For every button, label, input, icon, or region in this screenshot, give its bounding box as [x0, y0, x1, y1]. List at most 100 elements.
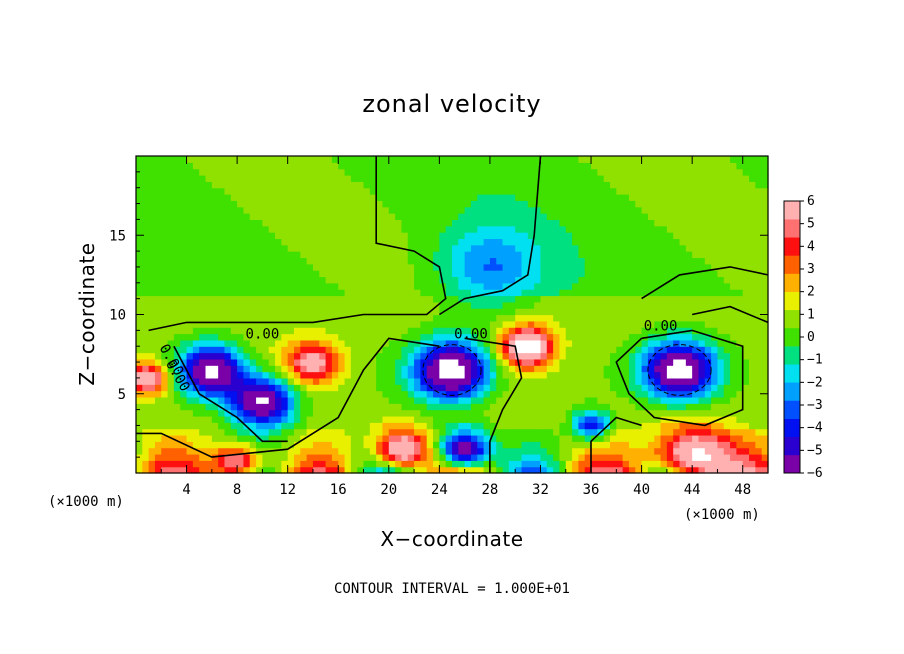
- heatmap-cell: [666, 346, 674, 354]
- heatmap-cell: [363, 238, 371, 246]
- heatmap-cell: [470, 453, 478, 461]
- heatmap-cell: [458, 403, 466, 411]
- heatmap-cell: [755, 358, 763, 366]
- heatmap-cell: [281, 320, 289, 328]
- heatmap-cell: [420, 415, 428, 423]
- heatmap-cell: [136, 365, 143, 373]
- heatmap-cell: [281, 232, 289, 240]
- heatmap-cell: [610, 162, 617, 170]
- heatmap-cell: [622, 206, 630, 214]
- heatmap-cell: [167, 308, 175, 316]
- heatmap-cell: [211, 403, 219, 411]
- heatmap-cell: [508, 175, 516, 182]
- heatmap-cell: [654, 282, 662, 290]
- heatmap-cell: [559, 441, 567, 449]
- heatmap-cell: [559, 327, 567, 335]
- heatmap-cell: [464, 289, 472, 297]
- heatmap-cell: [452, 181, 459, 189]
- heatmap-cell: [211, 200, 219, 208]
- heatmap-cell: [559, 409, 567, 417]
- heatmap-cell: [578, 225, 586, 233]
- heatmap-cell: [369, 225, 377, 233]
- heatmap-cell: [331, 289, 339, 297]
- heatmap-cell: [401, 320, 409, 328]
- heatmap-cell: [578, 194, 586, 201]
- heatmap-cell: [312, 162, 320, 170]
- heatmap-cell: [395, 276, 403, 284]
- heatmap-cell: [382, 422, 390, 430]
- heatmap-cell: [312, 308, 320, 316]
- heatmap-cell: [211, 390, 219, 398]
- heatmap-cell: [470, 352, 478, 360]
- heatmap-cell: [300, 156, 308, 163]
- heatmap-cell: [489, 156, 497, 163]
- heatmap-cell: [717, 168, 725, 176]
- heatmap-cell: [230, 339, 238, 347]
- heatmap-cell: [388, 422, 396, 430]
- heatmap-cell: [331, 257, 339, 265]
- heatmap-cell: [565, 422, 573, 430]
- heatmap-cell: [591, 308, 598, 316]
- heatmap-cell: [243, 320, 251, 328]
- heatmap-cell: [578, 206, 586, 214]
- heatmap-cell: [357, 403, 365, 411]
- heatmap-cell: [439, 156, 447, 163]
- heatmap-cell: [489, 276, 497, 284]
- heatmap-cell: [281, 314, 289, 322]
- heatmap-cell: [496, 244, 504, 252]
- heatmap-cell: [420, 384, 428, 392]
- heatmap-cell: [312, 251, 320, 259]
- heatmap-cell: [572, 403, 579, 411]
- heatmap-cell: [224, 257, 232, 265]
- heatmap-cell: [205, 346, 213, 354]
- heatmap-cell: [369, 156, 377, 163]
- heatmap-cell: [452, 187, 459, 195]
- heatmap-cell: [312, 263, 320, 271]
- heatmap-cell: [635, 232, 643, 240]
- heatmap-cell: [148, 282, 156, 290]
- heatmap-cell: [281, 390, 289, 398]
- heatmap-cell: [199, 365, 207, 373]
- heatmap-cell: [445, 289, 453, 297]
- heatmap-cell: [439, 333, 447, 341]
- heatmap-cell: [300, 194, 308, 201]
- heatmap-cell: [666, 244, 674, 252]
- heatmap-cell: [553, 441, 561, 449]
- heatmap-cell: [704, 358, 712, 366]
- heatmap-cell: [584, 225, 592, 233]
- heatmap-cell: [249, 352, 257, 360]
- heatmap-cell: [154, 225, 162, 233]
- heatmap-cell: [218, 365, 226, 373]
- heatmap-cell: [470, 441, 478, 449]
- heatmap-cell: [610, 225, 617, 233]
- heatmap-cell: [673, 365, 681, 373]
- heatmap-cell: [331, 453, 339, 461]
- heatmap-cell: [477, 434, 485, 442]
- heatmap-cell: [603, 339, 611, 347]
- heatmap-cell: [338, 352, 346, 360]
- heatmap-cell: [730, 270, 737, 278]
- heatmap-cell: [628, 181, 636, 189]
- heatmap-cell: [470, 232, 478, 240]
- heatmap-cell: [452, 156, 459, 163]
- heatmap-cell: [736, 251, 744, 259]
- heatmap-cell: [610, 460, 617, 468]
- heatmap-cell: [281, 181, 289, 189]
- heatmap-cell: [635, 371, 643, 379]
- heatmap-cell: [350, 181, 358, 189]
- heatmap-cell: [262, 371, 270, 379]
- heatmap-cell: [414, 257, 421, 265]
- heatmap-cell: [199, 168, 207, 176]
- heatmap-cell: [401, 206, 409, 214]
- heatmap-cell: [515, 295, 523, 303]
- heatmap-cell: [704, 371, 712, 379]
- heatmap-cell: [331, 434, 339, 442]
- heatmap-cell: [211, 270, 219, 278]
- heatmap-cell: [357, 339, 365, 347]
- heatmap-cell: [622, 289, 630, 297]
- heatmap-cell: [388, 257, 396, 265]
- heatmap-cell: [622, 213, 630, 220]
- heatmap-cell: [199, 181, 207, 189]
- heatmap-cell: [641, 320, 649, 328]
- heatmap-cell: [470, 219, 478, 227]
